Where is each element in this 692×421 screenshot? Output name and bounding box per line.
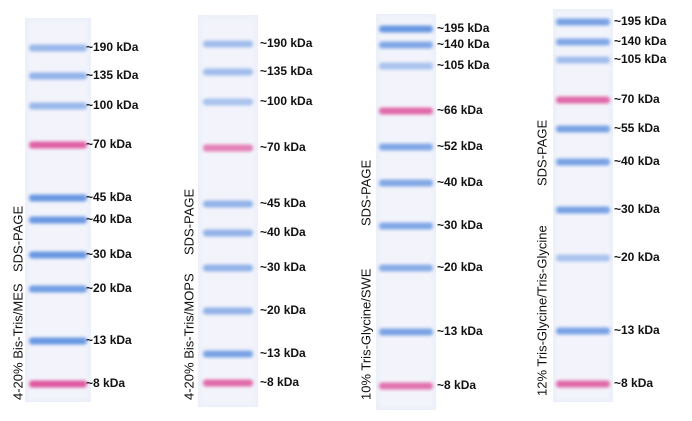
band-label: ~195 kDa (437, 21, 490, 35)
lane-title: 10% Tris-Glycine/SWE (358, 268, 373, 400)
band (379, 264, 433, 272)
band (556, 254, 610, 262)
band-label: ~105 kDa (437, 58, 490, 72)
band (203, 40, 253, 48)
lane-method: SDS-PAGE (10, 205, 25, 272)
band (556, 206, 610, 214)
band-label: ~100 kDa (260, 94, 313, 108)
gel-inner (379, 17, 433, 407)
band-label: ~40 kDa (614, 154, 660, 168)
lane-method: SDS-PAGE (358, 159, 373, 226)
band (203, 68, 253, 76)
band-label: ~20 kDa (437, 260, 483, 274)
band (29, 380, 87, 388)
band (29, 72, 87, 80)
band (379, 328, 433, 336)
gel-inner (28, 21, 88, 399)
band (556, 96, 610, 104)
band-label: ~30 kDa (614, 202, 660, 216)
band-label: ~105 kDa (614, 52, 667, 66)
band (556, 125, 610, 133)
band (556, 56, 610, 64)
band (556, 38, 610, 46)
band-label: ~135 kDa (260, 64, 313, 78)
band (379, 41, 433, 49)
band-label: ~55 kDa (614, 121, 660, 135)
band-label: ~13 kDa (614, 323, 660, 337)
band (29, 141, 87, 149)
band (203, 229, 253, 237)
band (203, 379, 253, 387)
band-label: ~8 kDa (260, 375, 299, 389)
band-label: ~140 kDa (437, 37, 490, 51)
band (379, 382, 433, 390)
band-label: ~8 kDa (437, 378, 476, 392)
band (29, 337, 87, 345)
band (203, 264, 253, 272)
gel-inner (556, 12, 610, 399)
band (379, 222, 433, 230)
band (29, 102, 87, 110)
band-label: ~70 kDa (260, 140, 306, 154)
band-label: ~8 kDa (86, 376, 125, 390)
band (203, 350, 253, 358)
band (203, 200, 253, 208)
band-label: ~190 kDa (260, 36, 313, 50)
band (29, 251, 87, 259)
lane-title: 4-20% Bis-Tris/MES (10, 283, 25, 400)
band-label: ~13 kDa (86, 333, 132, 347)
band (29, 285, 87, 293)
gel-lane (198, 15, 258, 407)
band (203, 307, 253, 315)
band-label: ~13 kDa (437, 324, 483, 338)
band (379, 107, 433, 115)
band-label: ~195 kDa (614, 14, 667, 28)
band-label: ~13 kDa (260, 346, 306, 360)
band-label: ~20 kDa (260, 303, 306, 317)
band (379, 62, 433, 70)
band-label: ~8 kDa (614, 376, 653, 390)
lane-title: 4-20% Bis-Tris/MOPS (181, 273, 196, 400)
band-label: ~190 kDa (86, 40, 139, 54)
band (556, 327, 610, 335)
band-label: ~45 kDa (260, 196, 306, 210)
band (29, 44, 87, 52)
band-label: ~30 kDa (260, 260, 306, 274)
band-label: ~70 kDa (614, 92, 660, 106)
band (203, 98, 253, 106)
gel-lane (376, 14, 436, 410)
band-label: ~45 kDa (86, 190, 132, 204)
band (556, 158, 610, 166)
band-label: ~20 kDa (86, 281, 132, 295)
lane-method: SDS-PAGE (534, 119, 549, 186)
band-label: ~30 kDa (86, 247, 132, 261)
gel-lane (553, 9, 613, 402)
band-label: ~40 kDa (86, 212, 132, 226)
gel-inner (201, 18, 255, 404)
band-label: ~140 kDa (614, 34, 667, 48)
band (556, 380, 610, 388)
band (379, 143, 433, 151)
band-label: ~70 kDa (86, 137, 132, 151)
band-label: ~66 kDa (437, 103, 483, 117)
band-label: ~20 kDa (614, 250, 660, 264)
band (29, 216, 87, 224)
band-label: ~40 kDa (260, 225, 306, 239)
band-label: ~52 kDa (437, 139, 483, 153)
gel-lane (25, 18, 91, 402)
band (203, 144, 253, 152)
band-label: ~30 kDa (437, 218, 483, 232)
lane-title: 12% Tris-Glycine/Tris-Glycine (534, 225, 549, 396)
band-label: ~40 kDa (437, 175, 483, 189)
band (379, 25, 433, 33)
lane-method: SDS-PAGE (181, 188, 196, 255)
band (29, 194, 87, 202)
band (556, 18, 610, 26)
band-label: ~135 kDa (86, 68, 139, 82)
band (379, 179, 433, 187)
band-label: ~100 kDa (86, 98, 139, 112)
